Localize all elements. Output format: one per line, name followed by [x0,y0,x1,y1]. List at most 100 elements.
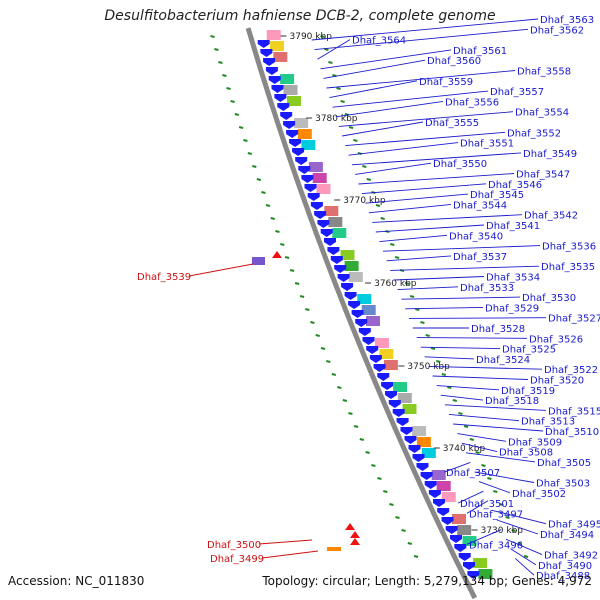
label-leader-line [448,413,520,422]
gc-dot [481,464,486,467]
cog-block [287,96,301,106]
label-leader-line [474,471,535,483]
forward-gene-arrow [314,211,327,219]
cog-block [383,360,398,370]
reverse-gene-block [327,547,341,551]
gene-label: Dhaf_3562 [530,25,584,36]
reverse-gene-arrow [350,538,360,545]
gc-dot [371,464,376,467]
forward-gene-arrow [301,175,314,183]
gene-label: Dhaf_3545 [470,190,524,201]
cog-block [283,85,298,95]
forward-gene-arrow [458,553,471,561]
label-leader-line [416,337,528,339]
label-leader-line [420,346,501,350]
gc-dot [389,503,394,506]
cog-block [266,30,281,40]
forward-gene-arrow [441,517,454,525]
gc-dot [463,425,469,428]
gene-label: Dhaf_3552 [507,128,561,139]
gc-dot [395,516,400,519]
gene-label-reverse: Dhaf_3499 [210,554,264,565]
gene-label: Dhaf_3544 [453,200,507,211]
genome-title: Desulfitobacterium hafniense DCB-2, comp… [104,8,496,24]
forward-gene-arrow [317,220,330,228]
gene-label: Dhaf_3494 [540,530,594,541]
forward-gene-arrow [307,193,320,201]
label-leader-line [505,538,543,556]
forward-gene-arrow [408,445,421,453]
gene-label: Dhaf_3554 [515,108,569,119]
gc-dot [499,503,504,506]
gene-label: Dhaf_3524 [476,355,530,366]
gc-dot [265,204,271,207]
gene-label: Dhaf_3502 [512,489,566,500]
forward-gene-arrow [400,427,413,435]
label-leader-line [365,193,469,204]
label-leader-line [443,461,471,473]
gene-label: Dhaf_3557 [490,87,544,98]
gene-label: Dhaf_3495 [548,520,600,531]
gene-label: Dhaf_3551 [460,139,514,150]
forward-gene-arrow [337,274,350,282]
gc-dot [275,230,280,233]
gc-dot [234,113,240,116]
gc-dot [320,35,325,38]
cog-block [361,305,376,315]
label-leader-line [188,263,254,277]
gene-label: Dhaf_3555 [425,118,479,129]
gene-label: Dhaf_3515 [548,406,600,417]
forward-gene-arrow [388,400,401,408]
forward-gene-arrow [260,49,273,57]
cog-block [344,261,359,271]
forward-gene-arrow [268,76,281,84]
label-leader-line [379,234,448,243]
label-leader-line [466,529,502,545]
forward-gene-arrow [280,112,293,120]
gene-label: Dhaf_3519 [501,386,555,397]
gc-dot [359,438,365,441]
cog-block [462,536,477,546]
label-leader-line [424,356,475,360]
gene-label: Dhaf_3558 [517,67,571,78]
label-leader-line [332,90,489,108]
label-leader-line [261,550,319,559]
forward-gene-arrow [420,472,433,480]
label-leader-line [461,442,498,453]
gene-label: Dhaf_3527 [548,314,600,325]
gene-label-reverse: Dhaf_3500 [207,540,261,551]
gc-dot [380,217,385,220]
forward-gene-arrow [355,319,368,327]
gc-dot [289,269,295,272]
cog-block [294,118,309,128]
label-leader-line [351,152,522,166]
forward-gene-arrow [274,94,287,102]
label-leader-line [405,306,484,310]
gc-dot [243,139,248,142]
gc-dot [404,282,410,285]
label-leader-line [317,39,351,60]
gc-dot [487,477,492,480]
gene-label: Dhaf_3488 [536,571,590,582]
gc-dot [299,295,305,298]
gc-dot [342,399,348,402]
gc-dot [324,48,329,51]
gc-dot [320,347,326,350]
tick-label: 3730 kbp [481,526,524,536]
gc-dot [383,490,388,493]
gene-label: Dhaf_3542 [524,211,578,222]
cog-block [301,140,316,150]
label-leader-line [457,490,484,504]
forward-gene-arrow [286,130,299,138]
label-leader-line [326,70,516,89]
genome-summary: Topology: circular; Length: 5,279,134 bp… [262,574,592,588]
gene-label: Dhaf_3533 [460,283,514,294]
label-leader-line [465,452,536,463]
cog-block [478,569,493,579]
cog-block [297,129,312,139]
gc-dots-track [210,35,529,558]
gc-dot [413,555,419,558]
gene-label: Dhaf_3529 [485,303,539,314]
gene-label: Dhaf_3560 [427,56,481,67]
